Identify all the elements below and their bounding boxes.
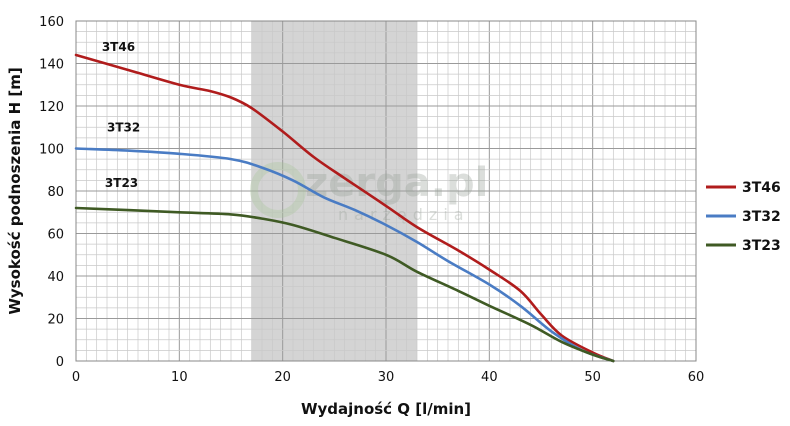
legend-label-3t46: 3T46 <box>742 180 781 196</box>
y-tick-label: 40 <box>47 270 64 285</box>
x-tick-label: 40 <box>481 370 498 385</box>
curve-label-3t23: 3T23 <box>105 176 138 190</box>
y-tick-label: 140 <box>39 58 64 73</box>
plot-border <box>75 20 697 362</box>
y-tick-label: 100 <box>39 143 64 158</box>
x-tick-label: 50 <box>584 370 601 385</box>
x-tick-label: 30 <box>378 370 395 385</box>
x-axis-title: Wydajność Q [l/min] <box>301 400 471 418</box>
y-axis-title: Wysokość podnoszenia H [m] <box>6 67 24 314</box>
legend: 3T46 3T32 3T23 <box>706 180 781 254</box>
curve-label-3t32: 3T32 <box>107 121 140 135</box>
grid <box>75 20 697 362</box>
y-tick-label: 20 <box>47 313 64 328</box>
legend-label-3t23: 3T23 <box>742 238 781 254</box>
x-tick-label: 20 <box>274 370 291 385</box>
watermark-main-text: zerga.pl <box>305 160 488 206</box>
y-tick-label: 120 <box>39 100 64 115</box>
series-line-3t46 <box>74 53 615 363</box>
y-tick-label: 0 <box>56 355 64 370</box>
series-line-3t32 <box>74 147 615 363</box>
y-tick-label: 60 <box>47 228 64 243</box>
watermark-sub-text: narzędzia <box>338 205 470 224</box>
legend-label-3t32: 3T32 <box>742 209 781 225</box>
x-tick-label: 60 <box>688 370 705 385</box>
watermark: zerga.pl narzędzia <box>250 160 488 224</box>
x-tick-label: 0 <box>72 370 80 385</box>
x-tick-label: 10 <box>171 370 188 385</box>
watermark-logo-icon <box>250 162 306 218</box>
curve-label-3t46: 3T46 <box>102 40 135 54</box>
y-tick-label: 80 <box>47 185 64 200</box>
series-line-3t23 <box>74 206 615 363</box>
y-tick-label: 160 <box>39 15 64 30</box>
